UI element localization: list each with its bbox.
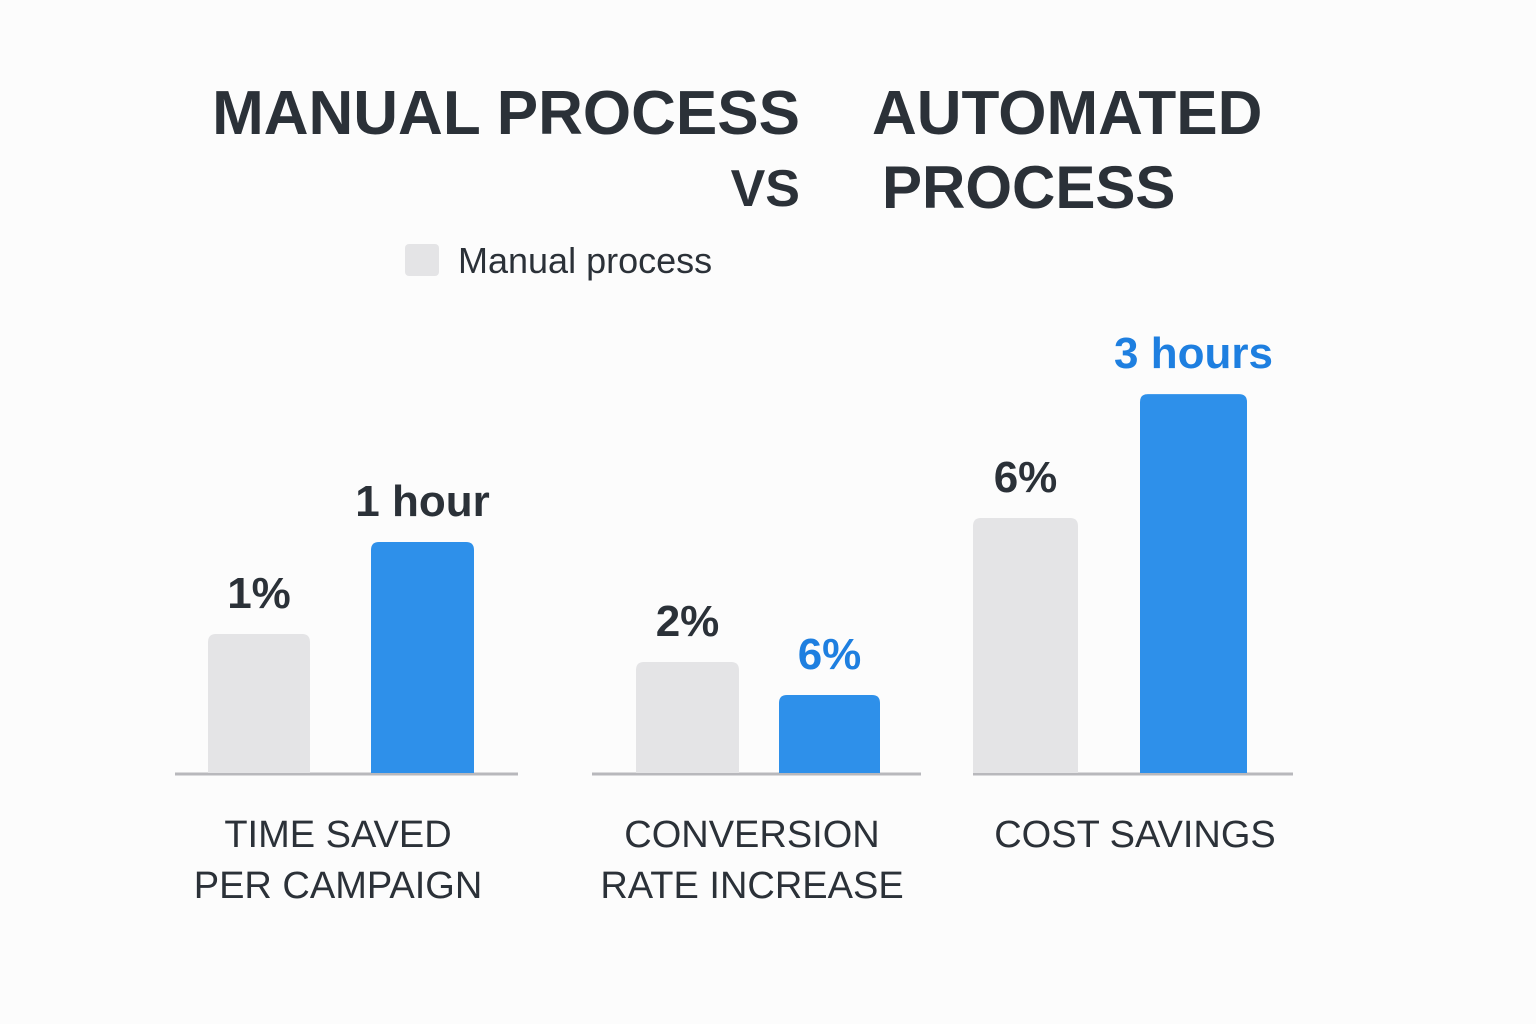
- data-label-manual-time-saved-per-campaign: 1%: [227, 569, 291, 618]
- chart-marks: 1% 1 hour TIME SAVED PER CAMPAIGN 2% 6% CONVER…: [175, 329, 1293, 907]
- bar-manual-cost-savings: [973, 518, 1078, 773]
- category-label-time-saved-per-campaign-line-1: TIME SAVED: [224, 814, 451, 856]
- bar-automated-time-saved-per-campaign: [371, 542, 474, 773]
- title-process: PROCESS: [882, 154, 1175, 221]
- bar-automated-cost-savings: [1140, 394, 1247, 773]
- category-label-conversion-rate-increase-line-1: CONVERSION: [624, 814, 879, 856]
- bar-manual-time-saved-per-campaign: [208, 634, 310, 773]
- data-label-automated-time-saved-per-campaign: 1 hour: [355, 477, 489, 526]
- title-manual-process: MANUAL PROCESS: [212, 79, 800, 148]
- bar-manual-conversion-rate-increase: [636, 662, 739, 773]
- data-label-automated-conversion-rate-increase: 6%: [798, 630, 862, 679]
- legend-label-manual: Manual process: [458, 240, 712, 281]
- title-automated: AUTOMATED: [872, 79, 1262, 148]
- data-label-manual-cost-savings: 6%: [994, 453, 1058, 502]
- data-label-automated-cost-savings: 3 hours: [1114, 329, 1273, 378]
- legend-swatch-manual: [405, 244, 439, 276]
- category-label-time-saved-per-campaign-line-2: PER CAMPAIGN: [194, 865, 483, 907]
- data-label-manual-conversion-rate-increase: 2%: [656, 597, 720, 646]
- title-vs: VS: [731, 160, 800, 218]
- bar-automated-conversion-rate-increase: [779, 695, 880, 773]
- category-label-conversion-rate-increase-line-2: RATE INCREASE: [600, 865, 903, 907]
- category-label-cost-savings-line-1: COST SAVINGS: [994, 814, 1276, 856]
